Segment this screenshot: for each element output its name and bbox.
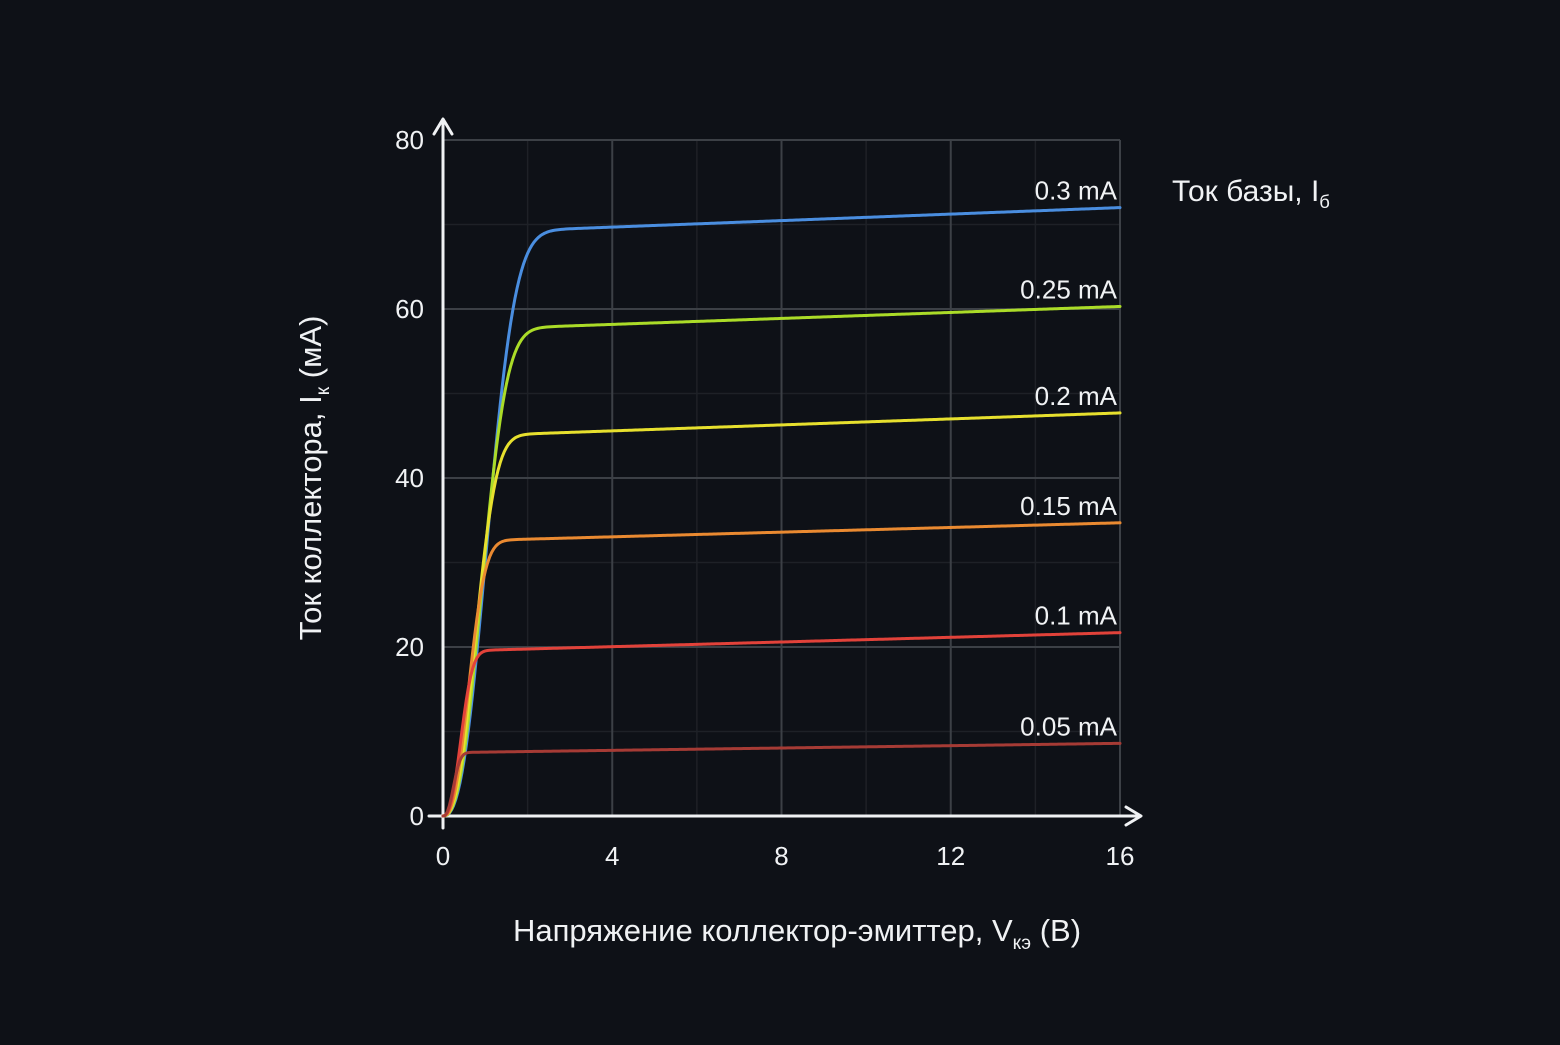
y-tick-label: 60 (395, 294, 424, 324)
curve-label-0.05-mA: 0.05 mA (1020, 711, 1117, 741)
curve-label-0.3-mA: 0.3 mA (1035, 176, 1118, 206)
curve-0.15-mA (441, 521, 1122, 818)
y-axis-title-unit: (мА) (293, 316, 328, 387)
curve-label-group: 0.3 mA 0.25 mA 0.2 mA 0.15 mA 0.1 mA 0.05 mA (1020, 176, 1117, 742)
curve-0.05-mA (441, 741, 1122, 818)
legend-title-text: Ток базы, I (1172, 175, 1319, 208)
y-axis-title-text: Ток коллектора, I (293, 395, 328, 640)
y-axis-arrow-icon (432, 117, 454, 136)
x-axis-title: Напряжение коллектор-эмиттер, Vкэ (В) (513, 913, 1081, 954)
curve-label-0.2-mA: 0.2 mA (1035, 381, 1118, 411)
x-tick-label: 4 (605, 841, 619, 871)
y-tick-label: 0 (410, 801, 424, 831)
x-tick-label: 0 (436, 841, 450, 871)
curve-label-0.15-mA: 0.15 mA (1020, 491, 1117, 521)
legend-title-subscript: б (1319, 191, 1330, 212)
curve-0.3-mA (441, 206, 1122, 818)
tick-label-group: 0 4 8 12 16 0 20 40 60 80 (395, 125, 1134, 871)
x-tick-label: 8 (774, 841, 788, 871)
curve-0.2-mA (441, 411, 1122, 818)
y-tick-label: 80 (395, 125, 424, 155)
y-tick-label: 40 (395, 463, 424, 493)
curve-group (441, 206, 1122, 818)
x-tick-label: 16 (1106, 841, 1135, 871)
x-tick-label: 12 (936, 841, 965, 871)
curve-label-0.25-mA: 0.25 mA (1020, 274, 1117, 304)
y-tick-label: 20 (395, 632, 424, 662)
y-axis-title-subscript: к (313, 386, 334, 395)
x-axis-title-subscript: кэ (1013, 933, 1031, 954)
x-axis-arrow-icon (1124, 805, 1143, 827)
curve-label-0.1-mA: 0.1 mA (1035, 601, 1118, 631)
y-axis-title: Ток коллектора, Iк (мА) (293, 316, 334, 641)
curve-0.1-mA (441, 631, 1122, 818)
grid-major-lines (443, 139, 1121, 816)
axes (427, 117, 1143, 830)
x-axis-title-text: Напряжение коллектор-эмиттер, V (513, 913, 1013, 948)
curve-0.25-mA (441, 304, 1122, 818)
x-axis-title-unit: (В) (1031, 913, 1081, 948)
legend-title: Ток базы, Iб (1172, 175, 1330, 212)
